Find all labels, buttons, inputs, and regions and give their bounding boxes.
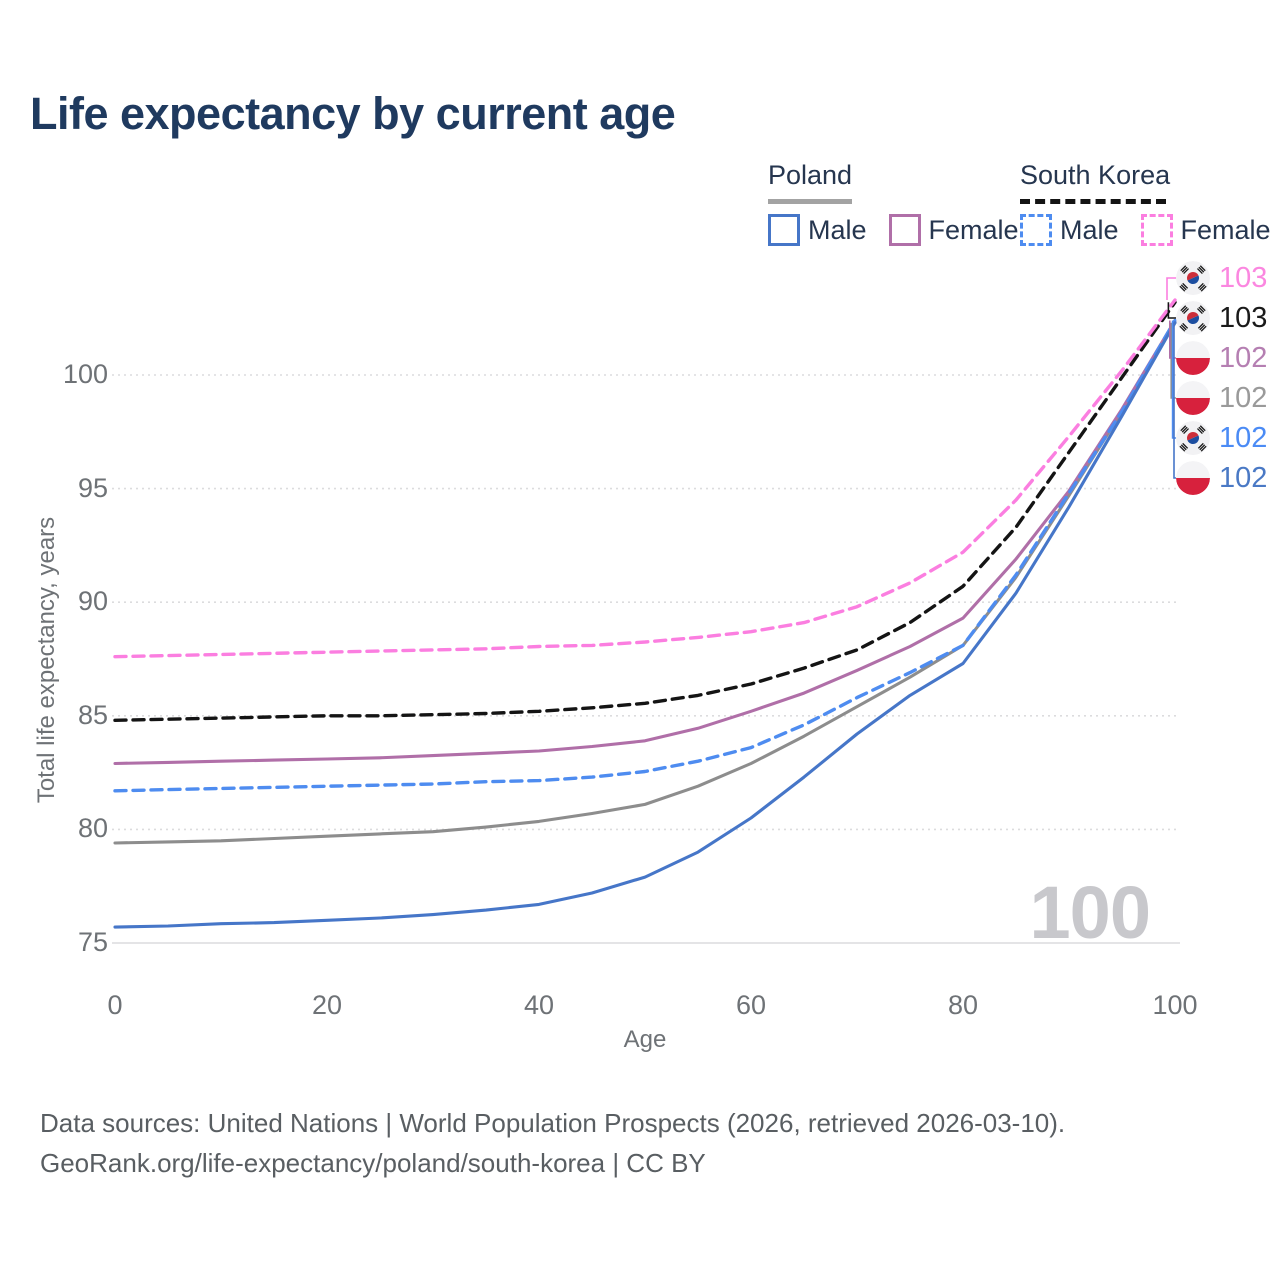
y-tick-80: 80 <box>77 813 108 844</box>
y-tick-90: 90 <box>77 586 108 617</box>
end-label-leader-south-korea-male <box>1171 320 1176 439</box>
end-label-value: 102 <box>1219 381 1268 414</box>
south-korea-male-swatch-icon <box>1020 214 1052 246</box>
y-tick-100: 100 <box>62 359 108 389</box>
legend-country-south-korea: South Korea <box>1020 160 1171 190</box>
poland-flag-icon <box>1176 381 1210 415</box>
end-label-value: 103 <box>1219 261 1268 294</box>
legend-item-label: Female <box>928 214 1019 245</box>
legend-item-label: Female <box>1180 214 1271 245</box>
series-line-poland-female[interactable] <box>113 318 1177 766</box>
y-axis-label: Total life expectancy, years <box>33 516 60 804</box>
legend-item-poland-female[interactable]: Female <box>888 214 1019 246</box>
y-tick-85: 85 <box>77 699 108 730</box>
x-axis-label: Age <box>623 1026 667 1053</box>
legend-item-south-korea-female[interactable]: Female <box>1140 214 1271 246</box>
x-tick-60: 60 <box>735 990 767 1020</box>
poland-line-style-sample <box>768 199 852 204</box>
south-korea-flag-icon <box>1176 421 1210 455</box>
end-label-leader-poland-male <box>1173 322 1176 479</box>
x-tick-80: 80 <box>947 990 979 1020</box>
x-tick-20: 20 <box>311 990 343 1020</box>
y-tick-75: 75 <box>77 927 108 957</box>
end-label-row-poland-female: 102 <box>1176 341 1267 375</box>
end-label-row-poland-total: 102 <box>1176 381 1267 415</box>
end-label-value: 102 <box>1219 421 1268 454</box>
legend-item-label: Male <box>808 214 867 245</box>
south-korea-flag-icon <box>1176 261 1210 295</box>
x-tick-40: 40 <box>523 990 555 1020</box>
end-label-leader-south-korea-female <box>1166 277 1176 300</box>
series-line-south-korea-total[interactable] <box>113 300 1177 722</box>
series-line-poland-total[interactable] <box>113 321 1177 845</box>
end-label-row-poland-male: 102 <box>1176 461 1267 495</box>
legend-group-poland: Poland Male Female <box>768 160 1019 246</box>
chart-title: Life expectancy by current age <box>30 88 676 139</box>
south-korea-female-swatch-icon <box>1140 214 1173 246</box>
end-label-leader-south-korea-total <box>1167 302 1176 319</box>
legend-item-poland-male[interactable]: Male <box>768 214 867 246</box>
legend-country-poland: Poland <box>768 160 853 190</box>
x-tick-100: 100 <box>1152 990 1198 1020</box>
legend-item-south-korea-male[interactable]: Male <box>1020 214 1119 246</box>
end-label-value: 102 <box>1219 461 1268 494</box>
end-label-value: 102 <box>1219 341 1268 374</box>
poland-flag-icon <box>1176 461 1210 495</box>
series-line-poland-male[interactable] <box>113 321 1177 929</box>
data-sources-text: Data sources: United Nations | World Pop… <box>40 1108 1066 1138</box>
poland-flag-icon <box>1176 341 1210 375</box>
legend-item-label: Male <box>1060 214 1119 245</box>
end-label-row-south-korea-total: 103 <box>1176 301 1267 335</box>
series-line-south-korea-female[interactable] <box>113 298 1177 659</box>
source-url-text[interactable]: GeoRank.org/life-expectancy/poland/south… <box>40 1148 706 1178</box>
x-tick-0: 0 <box>107 990 123 1020</box>
end-label-value: 103 <box>1219 301 1268 334</box>
south-korea-line-style-sample <box>1020 199 1166 204</box>
poland-female-swatch-icon <box>888 214 921 246</box>
series-line-south-korea-male[interactable] <box>113 318 1177 793</box>
legend-group-south-korea: South Korea Male Female <box>1020 160 1271 246</box>
y-tick-95: 95 <box>77 472 108 503</box>
age-watermark: 100 <box>1029 871 1151 954</box>
end-label-row-south-korea-female: 103 <box>1176 261 1267 295</box>
south-korea-flag-icon <box>1176 301 1210 335</box>
end-label-row-south-korea-male: 102 <box>1176 421 1267 455</box>
poland-male-swatch-icon <box>768 214 800 246</box>
